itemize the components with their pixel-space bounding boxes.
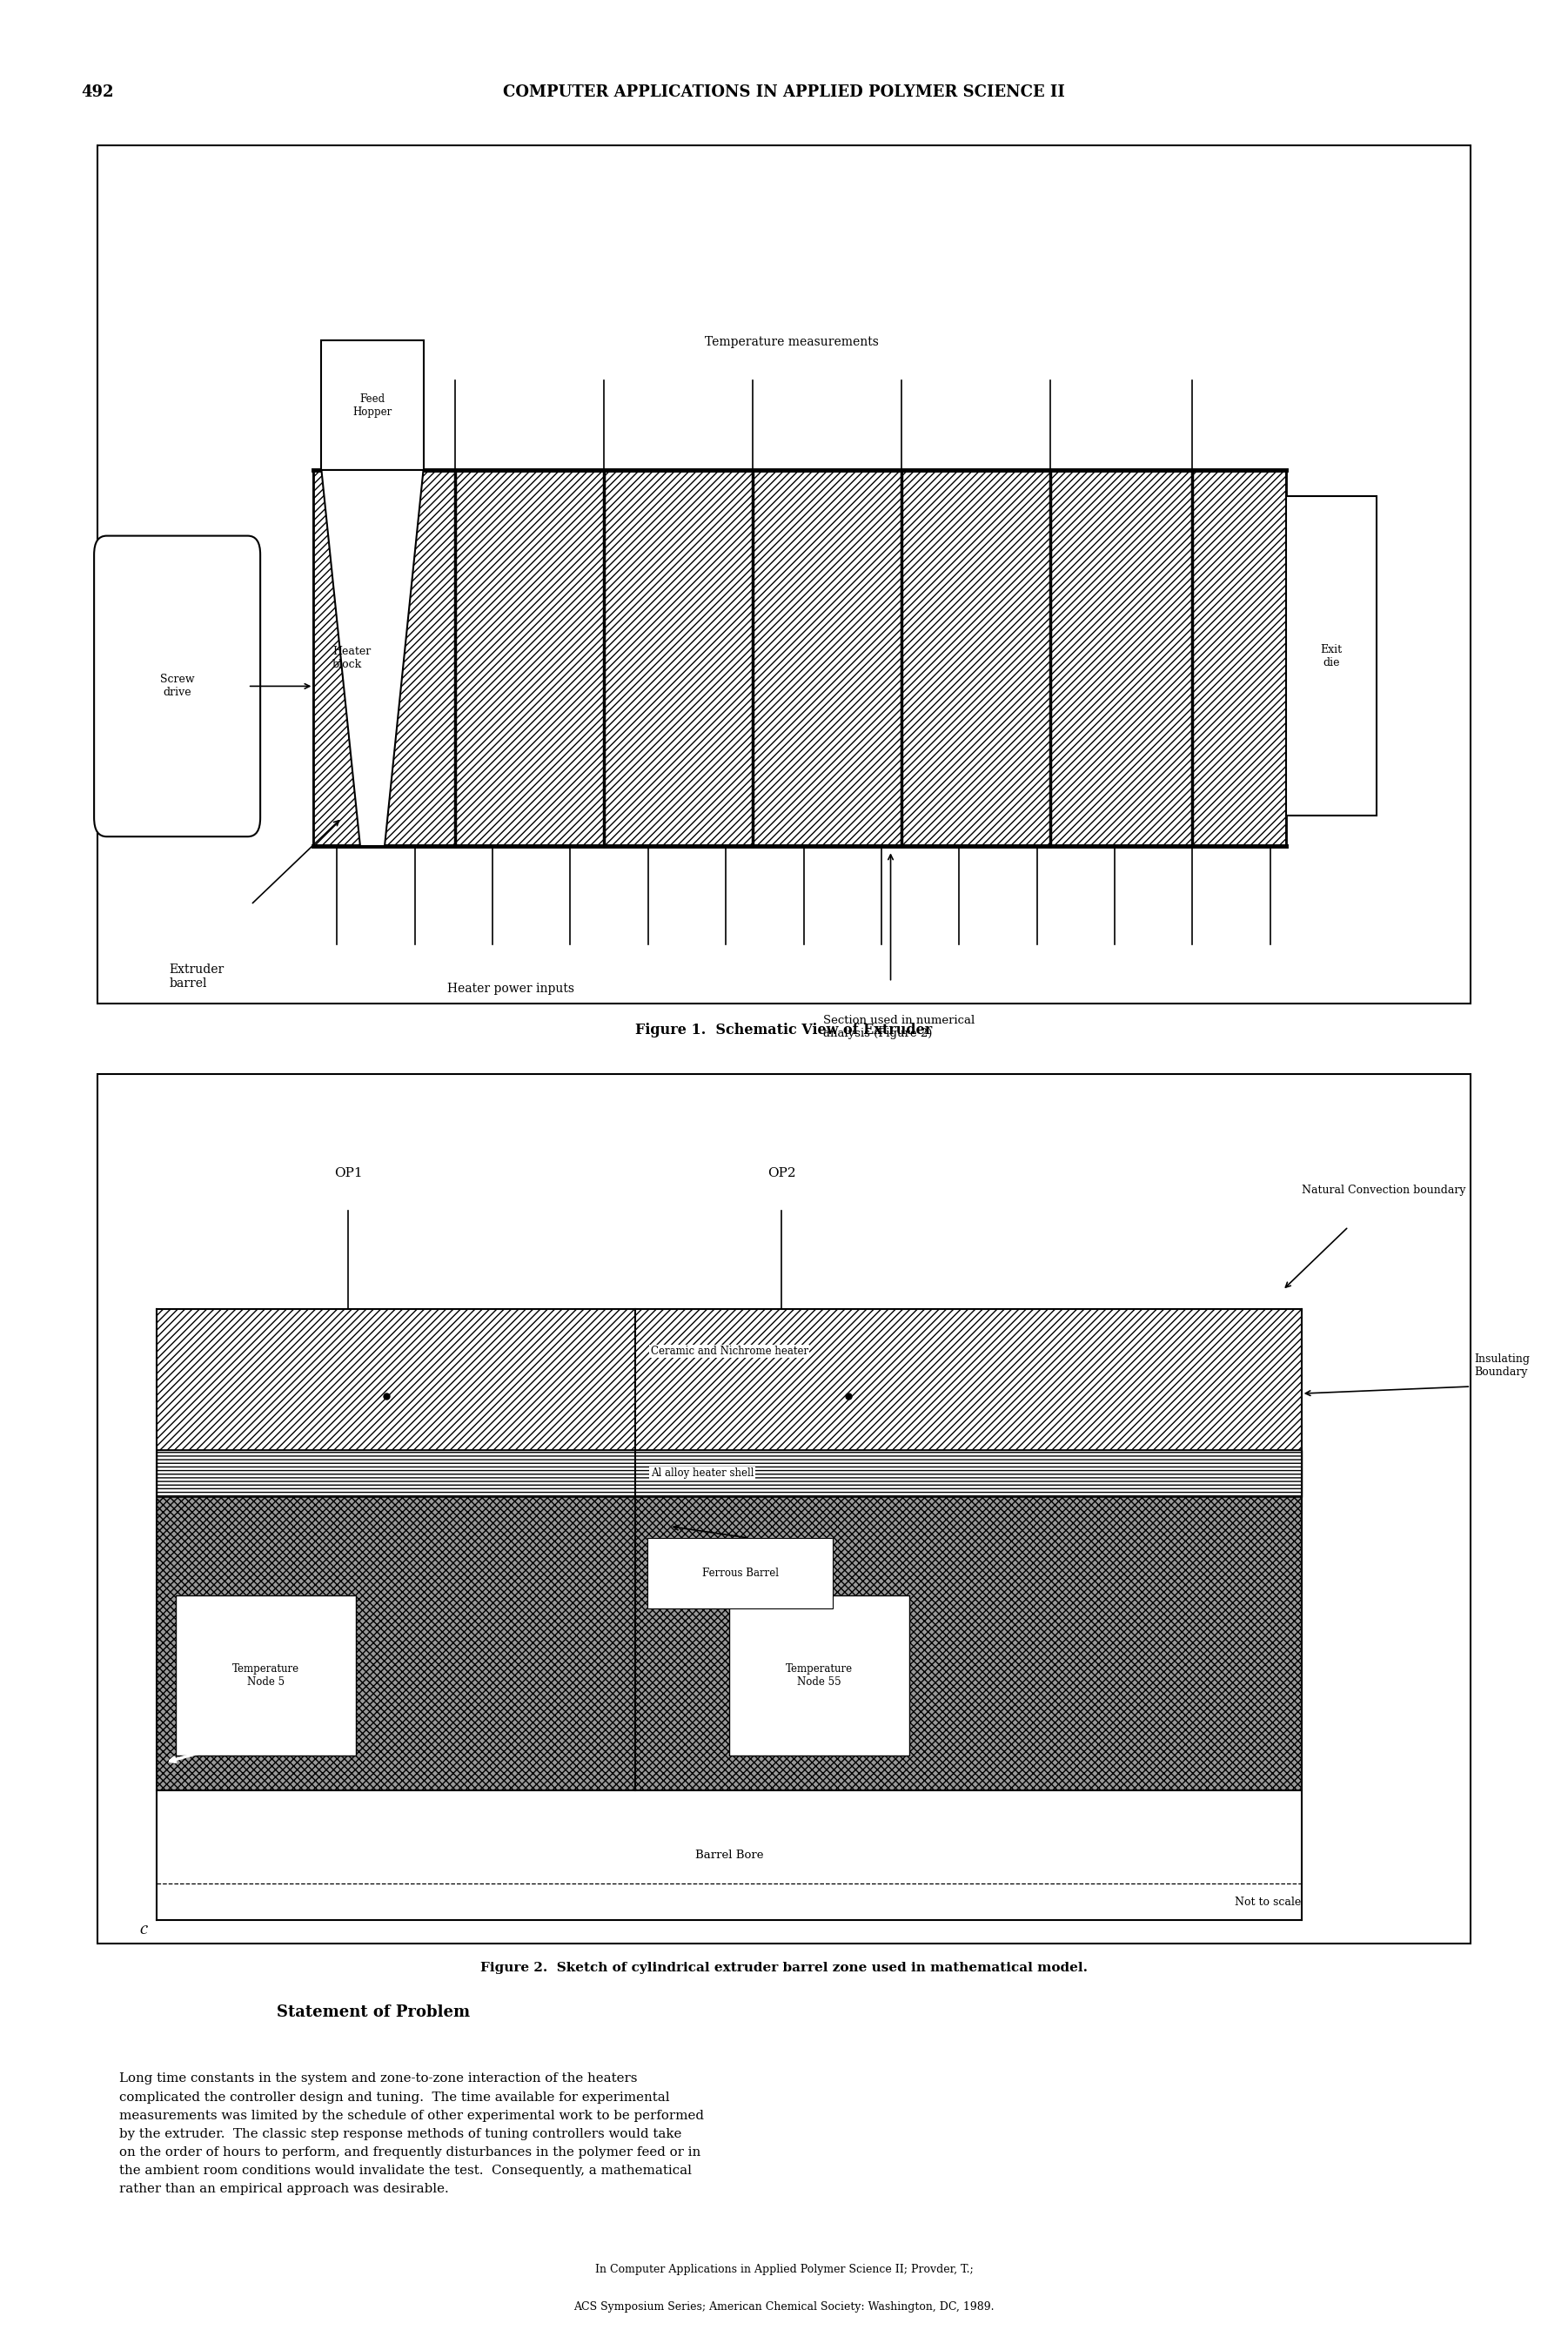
Bar (648, 1537, 833, 1607)
Text: $\mathcal{C}$: $\mathcal{C}$ (140, 1925, 149, 1936)
Text: Temperature
Node 55: Temperature Node 55 (786, 1664, 853, 1687)
Text: Section used in numerical
analysis (Figure 2): Section used in numerical analysis (Figu… (823, 1015, 975, 1039)
Bar (157, 1497, 635, 1791)
Text: Barrel Bore: Barrel Bore (695, 1849, 764, 1861)
Polygon shape (321, 470, 423, 846)
Bar (729, 1596, 909, 1755)
Bar (157, 1450, 1301, 1497)
Text: OP2: OP2 (767, 1168, 797, 1180)
Text: Exit
die: Exit die (1320, 644, 1342, 667)
Text: Insulating
Boundary: Insulating Boundary (1474, 1354, 1530, 1377)
Bar (314, 470, 1286, 846)
Bar (1286, 496, 1377, 815)
Text: Statement of Problem: Statement of Problem (276, 2005, 470, 2021)
Text: Heater power inputs: Heater power inputs (447, 982, 574, 994)
Text: Feed
Hopper: Feed Hopper (353, 392, 392, 418)
Text: Long time constants in the system and zone-to-zone interaction of the heaters
co: Long time constants in the system and zo… (119, 2073, 704, 2195)
Text: In Computer Applications in Applied Polymer Science II; Provder, T.;: In Computer Applications in Applied Poly… (594, 2263, 974, 2275)
Text: Not to scale: Not to scale (1236, 1896, 1301, 1908)
Bar (635, 1497, 1301, 1791)
Text: Temperature measurements: Temperature measurements (706, 336, 878, 348)
Text: Figure 1.  Schematic View of Extruder: Figure 1. Schematic View of Extruder (635, 1022, 933, 1036)
Text: ACS Symposium Series; American Chemical Society: Washington, DC, 1989.: ACS Symposium Series; American Chemical … (574, 2301, 994, 2312)
Text: 492: 492 (82, 85, 114, 101)
Bar (321, 341, 423, 470)
Bar (176, 1596, 356, 1755)
Text: Temperature
Node 5: Temperature Node 5 (232, 1664, 299, 1687)
Bar (157, 1791, 1301, 1920)
Text: Natural Convection boundary: Natural Convection boundary (1301, 1184, 1466, 1196)
Text: Ceramic and Nichrome heater: Ceramic and Nichrome heater (651, 1347, 809, 1356)
Text: Screw
drive: Screw drive (160, 674, 194, 698)
Bar (97, 1074, 1471, 1943)
Text: Figure 2.  Sketch of cylindrical extruder barrel zone used in mathematical model: Figure 2. Sketch of cylindrical extruder… (480, 1962, 1088, 1974)
Text: Extruder
barrel: Extruder barrel (169, 964, 224, 989)
Text: Al alloy heater shell: Al alloy heater shell (651, 1469, 754, 1478)
Text: COMPUTER APPLICATIONS IN APPLIED POLYMER SCIENCE II: COMPUTER APPLICATIONS IN APPLIED POLYMER… (503, 85, 1065, 101)
Text: Heater
block: Heater block (332, 646, 372, 670)
Text: OP1: OP1 (334, 1168, 362, 1180)
FancyBboxPatch shape (94, 536, 260, 837)
Text: Ferrous Barrel: Ferrous Barrel (702, 1567, 778, 1579)
Bar (157, 1309, 635, 1450)
Bar (97, 146, 1471, 1003)
Bar (635, 1309, 1301, 1450)
